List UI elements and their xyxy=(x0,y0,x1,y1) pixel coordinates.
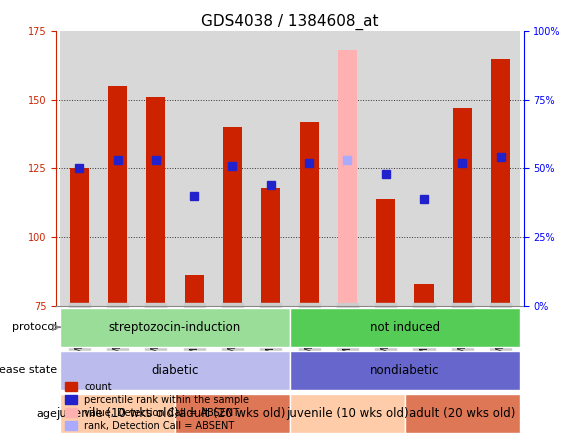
Bar xyxy=(99,31,137,305)
Bar xyxy=(300,122,319,305)
FancyBboxPatch shape xyxy=(290,308,520,347)
Bar xyxy=(60,31,99,305)
Bar xyxy=(261,188,280,305)
FancyBboxPatch shape xyxy=(60,351,290,390)
Bar xyxy=(70,168,89,305)
Legend: count, percentile rank within the sample, value, Detection Call = ABSENT, rank, : count, percentile rank within the sample… xyxy=(61,378,253,435)
FancyBboxPatch shape xyxy=(290,394,405,433)
Text: adult (20 wks old): adult (20 wks old) xyxy=(409,407,516,420)
FancyBboxPatch shape xyxy=(60,394,175,433)
Bar xyxy=(443,31,481,305)
Bar xyxy=(367,31,405,305)
Bar xyxy=(328,31,367,305)
Bar xyxy=(405,31,443,305)
Bar xyxy=(405,31,443,305)
Text: juvenile (10 wks old): juvenile (10 wks old) xyxy=(56,407,179,420)
Bar xyxy=(137,31,175,305)
FancyBboxPatch shape xyxy=(60,308,290,347)
FancyBboxPatch shape xyxy=(290,351,520,390)
FancyBboxPatch shape xyxy=(175,394,290,433)
Bar xyxy=(453,108,472,305)
Text: not induced: not induced xyxy=(370,321,440,334)
FancyBboxPatch shape xyxy=(405,394,520,433)
Text: nondiabetic: nondiabetic xyxy=(370,364,440,377)
Bar xyxy=(252,31,290,305)
Bar xyxy=(213,31,252,305)
Bar xyxy=(213,31,252,305)
Bar xyxy=(481,31,520,305)
Bar xyxy=(60,31,99,305)
Bar xyxy=(108,86,127,305)
Text: protocol: protocol xyxy=(12,322,57,332)
Bar xyxy=(175,31,213,305)
Bar xyxy=(328,31,367,305)
Text: age: age xyxy=(36,408,57,419)
Bar xyxy=(481,31,520,305)
Bar xyxy=(252,31,290,305)
Bar xyxy=(414,284,434,305)
Bar xyxy=(223,127,242,305)
Title: GDS4038 / 1384608_at: GDS4038 / 1384608_at xyxy=(201,13,379,30)
Bar xyxy=(290,31,328,305)
Text: adult (20 wks old): adult (20 wks old) xyxy=(179,407,285,420)
Bar xyxy=(175,31,213,305)
Text: diabetic: diabetic xyxy=(151,364,199,377)
Text: disease state: disease state xyxy=(0,365,57,375)
Bar xyxy=(99,31,137,305)
Text: juvenile (10 wks old): juvenile (10 wks old) xyxy=(286,407,409,420)
Bar xyxy=(443,31,481,305)
Bar xyxy=(185,275,204,305)
Bar xyxy=(376,198,395,305)
Bar xyxy=(290,31,328,305)
Bar xyxy=(367,31,405,305)
Bar xyxy=(137,31,175,305)
Text: streptozocin-induction: streptozocin-induction xyxy=(109,321,241,334)
Bar xyxy=(338,50,357,305)
Bar xyxy=(491,59,510,305)
Bar xyxy=(146,97,166,305)
